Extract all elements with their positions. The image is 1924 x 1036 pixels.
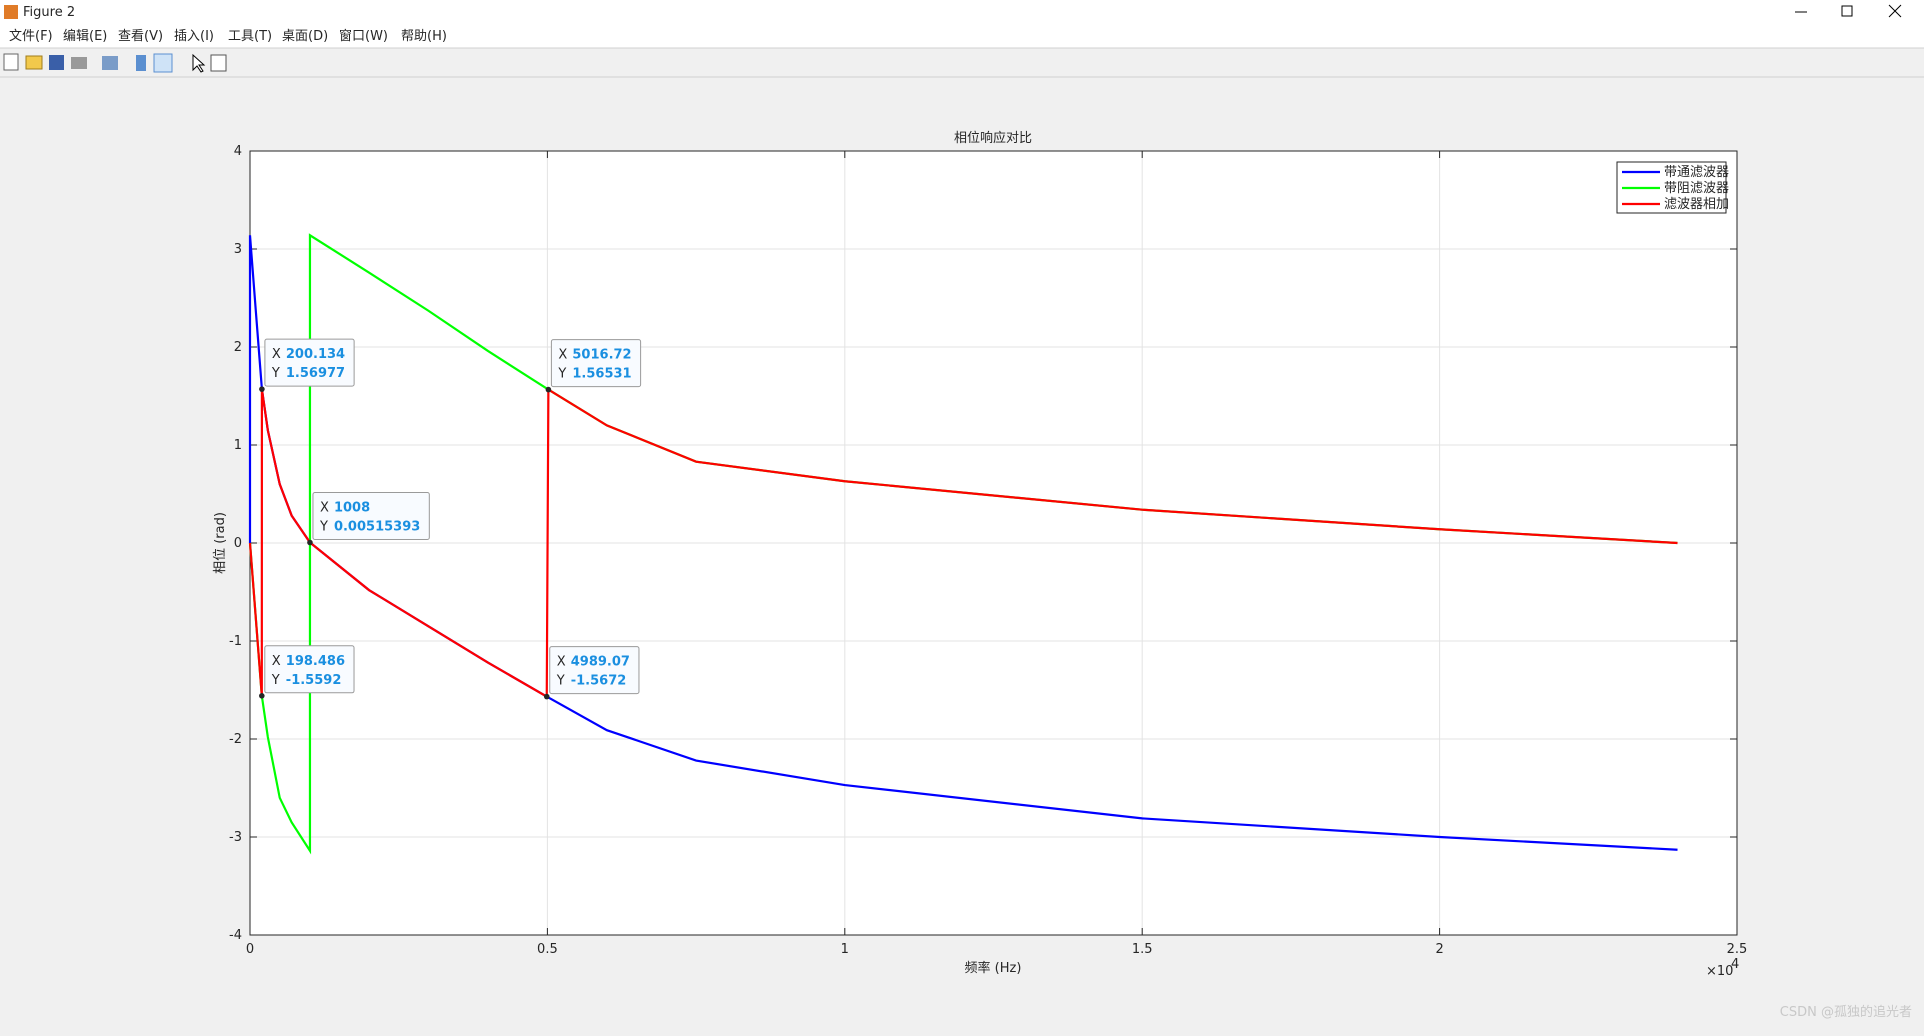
datatip-x-value: 198.486 bbox=[286, 654, 345, 669]
x-tick-label: 1.5 bbox=[1132, 942, 1153, 957]
datatip-marker bbox=[259, 386, 265, 392]
legend-label: 滤波器相加 bbox=[1664, 197, 1729, 212]
y-tick-label: 2 bbox=[234, 340, 242, 355]
menu-item[interactable]: 插入(I) bbox=[174, 29, 214, 44]
datatip-x-value: 4989.07 bbox=[571, 655, 630, 670]
x-tick-label: 0.5 bbox=[537, 942, 558, 957]
watermark: CSDN @孤独的追光者 bbox=[1780, 1004, 1912, 1020]
toolbar bbox=[3, 53, 227, 73]
menu-item[interactable]: 窗口(W) bbox=[339, 28, 388, 44]
window-title: Figure 2 bbox=[23, 5, 75, 20]
datatip-box bbox=[264, 338, 355, 387]
app-icon bbox=[4, 5, 18, 19]
x-tick-label: 0 bbox=[246, 942, 254, 957]
datatip-y-value: 1.56977 bbox=[286, 366, 345, 381]
pointer-button[interactable] bbox=[192, 53, 206, 73]
series-line bbox=[248, 387, 1678, 699]
property-button[interactable] bbox=[210, 54, 227, 72]
y-tick-label: -1 bbox=[229, 634, 242, 649]
y-tick-label: 3 bbox=[234, 242, 242, 257]
y-tick-label: 1 bbox=[234, 438, 242, 453]
menu-bar bbox=[0, 24, 1924, 48]
datatip-x-label: X bbox=[557, 655, 566, 670]
menu-item[interactable]: 桌面(D) bbox=[282, 29, 328, 44]
datatip-x-label: X bbox=[558, 348, 567, 363]
datatip-y-value: -1.5592 bbox=[286, 673, 342, 688]
datatip-marker bbox=[543, 693, 550, 700]
datatip-marker bbox=[545, 386, 552, 393]
datatip: X 1008 Y 0.00515393 bbox=[312, 491, 430, 540]
y-tick-label: -3 bbox=[229, 830, 242, 845]
menu-item[interactable]: 编辑(E) bbox=[63, 29, 107, 44]
datatip-y-label: Y bbox=[556, 674, 565, 689]
new-button[interactable] bbox=[3, 53, 19, 71]
x-multiplier: ×10 bbox=[1706, 964, 1733, 979]
datatip-box bbox=[549, 646, 640, 695]
datatip-marker bbox=[307, 539, 313, 546]
x-tick-label: 1 bbox=[841, 942, 849, 957]
datatip-y-value: -1.5672 bbox=[571, 674, 627, 689]
datatip-x-value: 5016.72 bbox=[572, 348, 631, 363]
title-bar bbox=[0, 0, 1924, 24]
datatip: X 198.486 Y -1.5592 bbox=[264, 645, 355, 694]
chart-title: 相位响应对比 bbox=[954, 130, 1032, 146]
legend-label: 带阻滤波器 bbox=[1664, 181, 1729, 196]
menu: 文件(F) 编辑(E) 查看(V) 插入(I) 工具(T) 桌面(D) 窗口(W) 帮助(H) bbox=[9, 28, 447, 44]
print-button[interactable] bbox=[71, 57, 87, 69]
datatip-x-label: X bbox=[272, 347, 281, 362]
legend-label: 带通滤波器 bbox=[1664, 165, 1729, 180]
datatip-y-label: Y bbox=[319, 519, 328, 534]
datatip-x-value: 1008 bbox=[334, 500, 370, 515]
datatip-x-value: 200.134 bbox=[286, 347, 345, 362]
y-tick-label: 4 bbox=[234, 144, 242, 159]
datatip: X 5016.72 Y 1.56531 bbox=[550, 339, 642, 388]
y-axis-label: 相位 (rad) bbox=[213, 512, 228, 574]
datatip-x-label: X bbox=[320, 500, 329, 515]
x-tick-label: 2 bbox=[1435, 942, 1443, 957]
restore-button[interactable] bbox=[1841, 5, 1853, 17]
datatip-y-label: Y bbox=[557, 367, 566, 382]
datatip-x-label: X bbox=[272, 654, 281, 669]
datatip: X 4989.07 Y -1.5672 bbox=[549, 646, 640, 695]
menu-item[interactable]: 文件(F) bbox=[9, 29, 53, 44]
datatip-box bbox=[312, 491, 430, 540]
datatip-box bbox=[550, 339, 642, 388]
x-tick-label: 2.5 bbox=[1727, 942, 1748, 957]
open-button[interactable] bbox=[25, 55, 43, 70]
y-tick-label: -2 bbox=[229, 732, 242, 747]
datatip-y-value: 1.56531 bbox=[572, 367, 631, 382]
link-button[interactable] bbox=[102, 56, 118, 70]
datatip-y-value: 0.00515393 bbox=[334, 519, 420, 534]
datatip-y-label: Y bbox=[271, 366, 280, 381]
close-button[interactable] bbox=[1888, 4, 1902, 18]
y-tick-label: 0 bbox=[234, 536, 242, 551]
datatip-y-label: Y bbox=[271, 673, 280, 688]
colorbar-button[interactable] bbox=[136, 55, 146, 71]
menu-item[interactable]: 查看(V) bbox=[118, 28, 163, 44]
y-tick-label: -4 bbox=[229, 928, 242, 943]
menu-item[interactable]: 帮助(H) bbox=[401, 29, 447, 44]
datatip-box bbox=[264, 645, 355, 694]
x-multiplier-exponent: 4 bbox=[1731, 957, 1739, 972]
datatip-marker bbox=[259, 693, 265, 699]
x-axis-label: 频率 (Hz) bbox=[965, 960, 1022, 976]
menu-item[interactable]: 工具(T) bbox=[228, 29, 272, 44]
datatip: X 200.134 Y 1.56977 bbox=[264, 338, 355, 387]
legend-button[interactable] bbox=[153, 53, 173, 73]
save-button[interactable] bbox=[49, 55, 64, 70]
